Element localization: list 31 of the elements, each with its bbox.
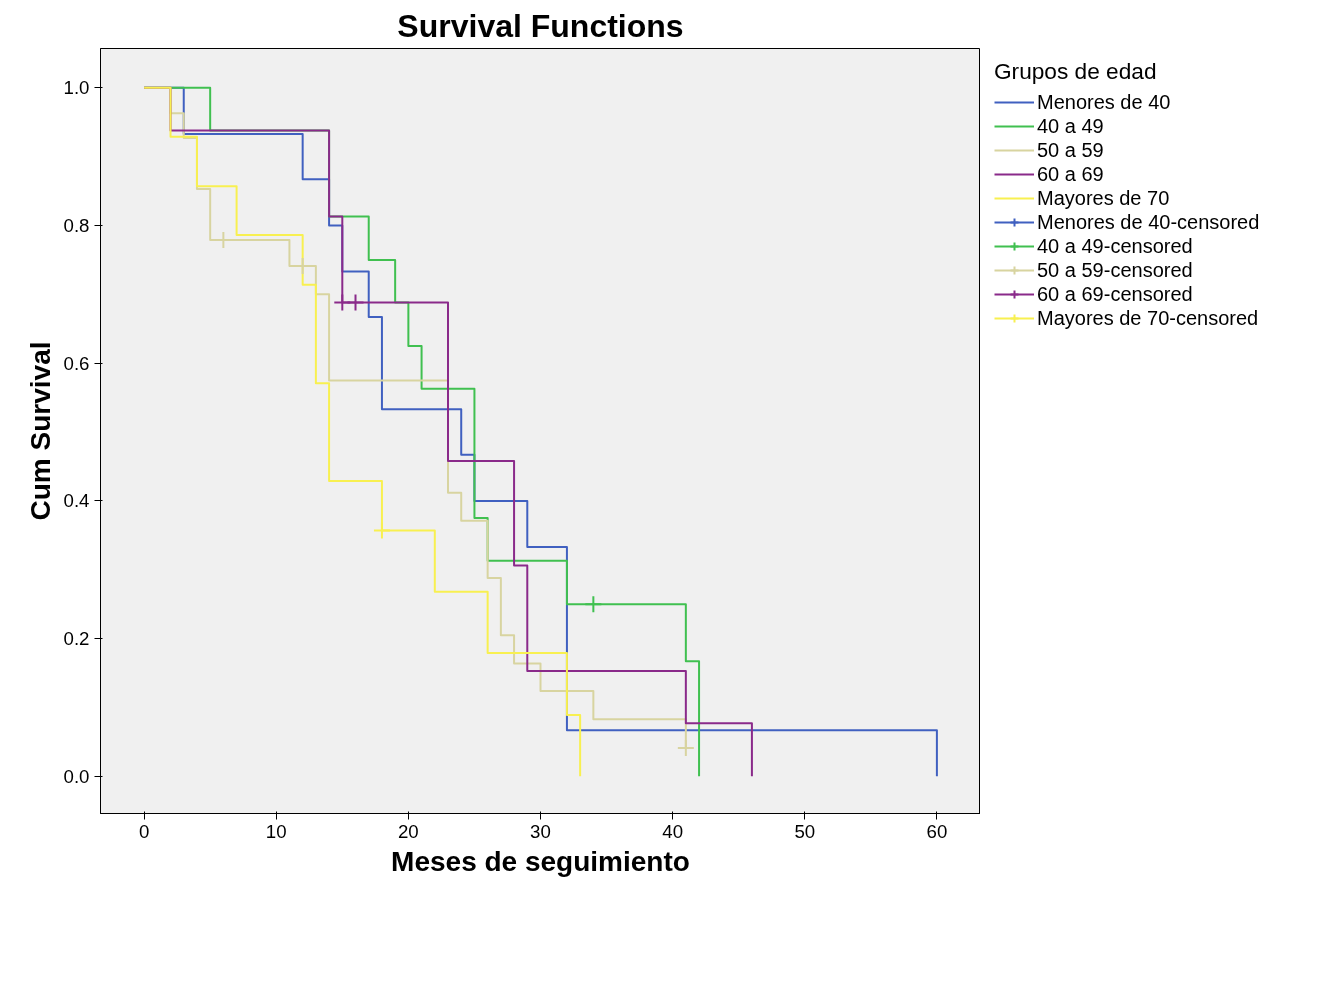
x-tick-label: 0 [138,820,150,842]
y-tick-label: 0.2 [63,628,90,650]
y-tick-label: 1.0 [63,77,90,99]
x-axis-title: Meses de seguimiento [391,845,690,877]
y-tick-label: 0.6 [63,352,90,374]
chart-title: Survival Functions [397,7,684,44]
legend-label: 50 a 59 [1037,138,1104,162]
x-tick-label: 50 [794,820,816,842]
x-tick-label: 30 [530,820,551,842]
point [372,521,391,540]
y-tick-label: 0.8 [63,214,90,236]
y-axis-title: Cum Survival [24,341,56,521]
x-tick-label: 10 [265,820,287,842]
legend-label: 50 a 59-censored [1037,258,1193,282]
legend-label: Menores de 40 [1037,90,1171,114]
legend-label: 40 a 49 [1037,114,1104,138]
legend-label: 40 a 49-censored [1037,234,1193,258]
legend-label: 60 a 69 [1037,162,1104,186]
legend-label: Menores de 40-censored [1037,210,1260,234]
legend-label: Mayores de 70 [1037,186,1170,210]
point [346,293,365,312]
x-tick-label: 20 [397,820,419,842]
legend-title: Grupos de edad [994,58,1158,85]
y-tick-label: 0.4 [63,490,90,512]
y-tick-label: 0.0 [63,765,90,787]
x-tick-label: 40 [662,820,684,842]
x-tick-label: 60 [926,820,948,842]
legend-label: 60 a 69-censored [1037,282,1193,306]
point [676,739,695,758]
legend-label: Mayores de 70-censored [1037,306,1259,330]
point [584,595,603,614]
